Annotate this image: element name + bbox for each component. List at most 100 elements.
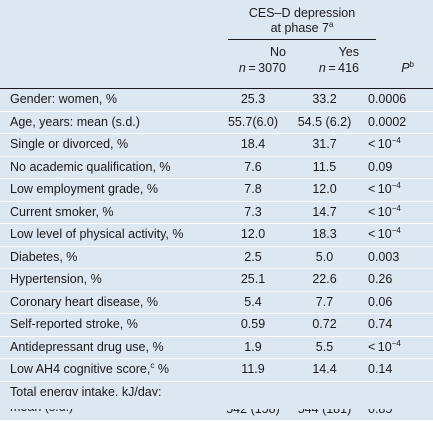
group-title-line2: at phase 7 (270, 21, 329, 35)
table-row: Age, years: mean (s.d.) 55.7(6.0) 54.5 (6.… (0, 111, 433, 134)
col-header-no: No n = 3070 (220, 44, 286, 76)
value-no: 7.8 (244, 182, 262, 196)
p-value-text: < 10 (368, 182, 392, 196)
p-value: 0.06 (368, 295, 428, 310)
table-row: Self-reported stroke, % 0.59 0.72 0.74 (0, 314, 433, 337)
col-header-p-label: P (401, 61, 410, 75)
col-header-yes: Yes n = 416 (290, 44, 359, 76)
row-label-text: Low AH4 cognitive score, (10, 362, 151, 376)
row-label-text: No academic qualification, % (10, 159, 171, 174)
row-label: Coronary heart disease, % (10, 295, 158, 310)
value-no: 1.9 (244, 339, 262, 354)
table-row: Low employment grade, % 7.8 12.0 < 10−4 (0, 179, 433, 202)
row-label-text: Age, years: mean (s.d.) (10, 114, 140, 129)
group-title-line1: CES–D depression (248, 6, 356, 20)
p-value: 0.14 (368, 362, 428, 377)
value-yes: 5.0 (315, 249, 334, 264)
p-value-text: 0.26 (368, 272, 393, 286)
col-header-yes-label: Yes (338, 45, 359, 59)
value-yes: 14.7 (312, 204, 337, 219)
value-no: 25.1 (240, 272, 266, 286)
row-label-text: Hypertension, % (10, 272, 102, 286)
col-header-yes-count: = 416 (325, 61, 359, 75)
p-value: < 10−4 (368, 338, 428, 355)
value-yes: 5.5 (315, 339, 334, 354)
bottom-band (0, 396, 433, 409)
table-row: Current smoker, % 7.3 14.7 < 10−4 (0, 201, 433, 224)
row-label-text: Antidepressant drug use, % (10, 339, 164, 354)
p-value-exponent: −4 (391, 180, 401, 190)
row-label: Low level of physical activity, % (10, 227, 183, 242)
value-yes: 54.5 (6.2) (297, 114, 352, 129)
value-no: 7.3 (244, 204, 262, 219)
value-no: 5.4 (244, 294, 262, 309)
table-row: Hypertension, % 25.1 22.6 0.26 (0, 269, 433, 292)
value-no: 2.5 (244, 249, 262, 264)
group-title: CES–D depression at phase 7a (222, 6, 382, 36)
group-title-footnote: a (328, 19, 334, 29)
row-label: Gender: women, % (10, 92, 117, 107)
p-value-text: < 10 (368, 137, 392, 151)
row-label-text: Total energy intake, kJ/day: (10, 384, 162, 399)
group-rule (228, 39, 376, 40)
p-value-text: 0.06 (368, 294, 393, 309)
row-label-text: Diabetes, % (10, 249, 78, 264)
p-value-text: 0.003 (368, 249, 400, 264)
p-value-text: 0.74 (368, 317, 393, 331)
row-label-text: Low employment grade, % (10, 182, 158, 196)
value-yes: 0.72 (312, 317, 337, 331)
value-no: 25.3 (240, 92, 266, 106)
col-header-no-count: = 3070 (245, 61, 286, 75)
row-label: Antidepressant drug use, % (10, 340, 164, 355)
row-label: Single or divorced, % (10, 137, 128, 152)
table-row: Antidepressant drug use, % 1.9 5.5 < 10−4 (0, 336, 433, 359)
value-no: 11.9 (241, 362, 265, 376)
row-label-text: Self-reported stroke, % (10, 317, 138, 331)
table-row: Single or divorced, % 18.4 31.7 < 10−4 (0, 134, 433, 157)
p-value-exponent: −4 (391, 338, 401, 348)
p-value-text: < 10 (368, 204, 392, 219)
table-row: Low AH4 cognitive score,c % 11.9 14.4 0.14 (0, 359, 433, 382)
col-header-no-label: No (270, 45, 286, 59)
table-body: Gender: women, % 25.3 33.2 0.0006 Age, years… (0, 89, 433, 421)
value-no: 18.4 (240, 137, 266, 151)
row-label-text: Coronary heart disease, % (10, 294, 158, 309)
value-yes: 18.3 (312, 227, 337, 241)
p-value-text: 0.14 (368, 362, 393, 376)
row-label: Age, years: mean (s.d.) (10, 115, 140, 130)
p-value: 0.0002 (368, 115, 428, 130)
row-label-text: Single or divorced, % (10, 137, 129, 151)
p-value: < 10−4 (368, 225, 428, 242)
value-yes: 33.2 (312, 92, 337, 106)
p-value-text: < 10 (368, 339, 392, 354)
table-row: Gender: women, % 25.3 33.2 0.0006 (0, 89, 433, 112)
p-value: < 10−4 (368, 135, 428, 152)
row-label-suffix: % (154, 362, 169, 376)
row-label-footnote: c (150, 360, 155, 370)
row-label: No academic qualification, % (10, 160, 171, 175)
col-header-p-footnote: b (409, 59, 414, 69)
value-no: 7.6 (244, 159, 262, 174)
p-value: 0.74 (368, 317, 428, 332)
value-yes: 11.5 (312, 159, 337, 174)
p-value-exponent: −4 (391, 225, 401, 235)
col-header-yes-n: n (318, 61, 326, 75)
p-value: 0.003 (368, 250, 428, 265)
p-value: 0.0006 (368, 92, 428, 107)
value-no: 12.0 (240, 227, 266, 241)
row-label-text: Gender: women, % (10, 92, 117, 106)
value-yes: 22.6 (312, 272, 337, 286)
value-yes: 7.7 (315, 294, 334, 309)
table-row: Diabetes, % 2.5 5.0 0.003 (0, 246, 433, 269)
p-value: < 10−4 (368, 204, 428, 220)
row-label: Self-reported stroke, % (10, 317, 138, 332)
p-value: 0.26 (368, 272, 428, 287)
p-value-text: 0.09 (368, 159, 393, 174)
value-yes: 12.0 (312, 182, 337, 196)
table-row: Coronary heart disease, % 5.4 7.7 0.06 (0, 291, 433, 314)
value-no: 0.59 (240, 317, 266, 331)
row-label: Diabetes, % (10, 250, 77, 265)
row-label: Current smoker, % (10, 205, 114, 220)
table-row: No academic qualification, % 7.6 11.5 0.09 (0, 156, 433, 179)
p-value-exponent: −4 (391, 135, 401, 145)
